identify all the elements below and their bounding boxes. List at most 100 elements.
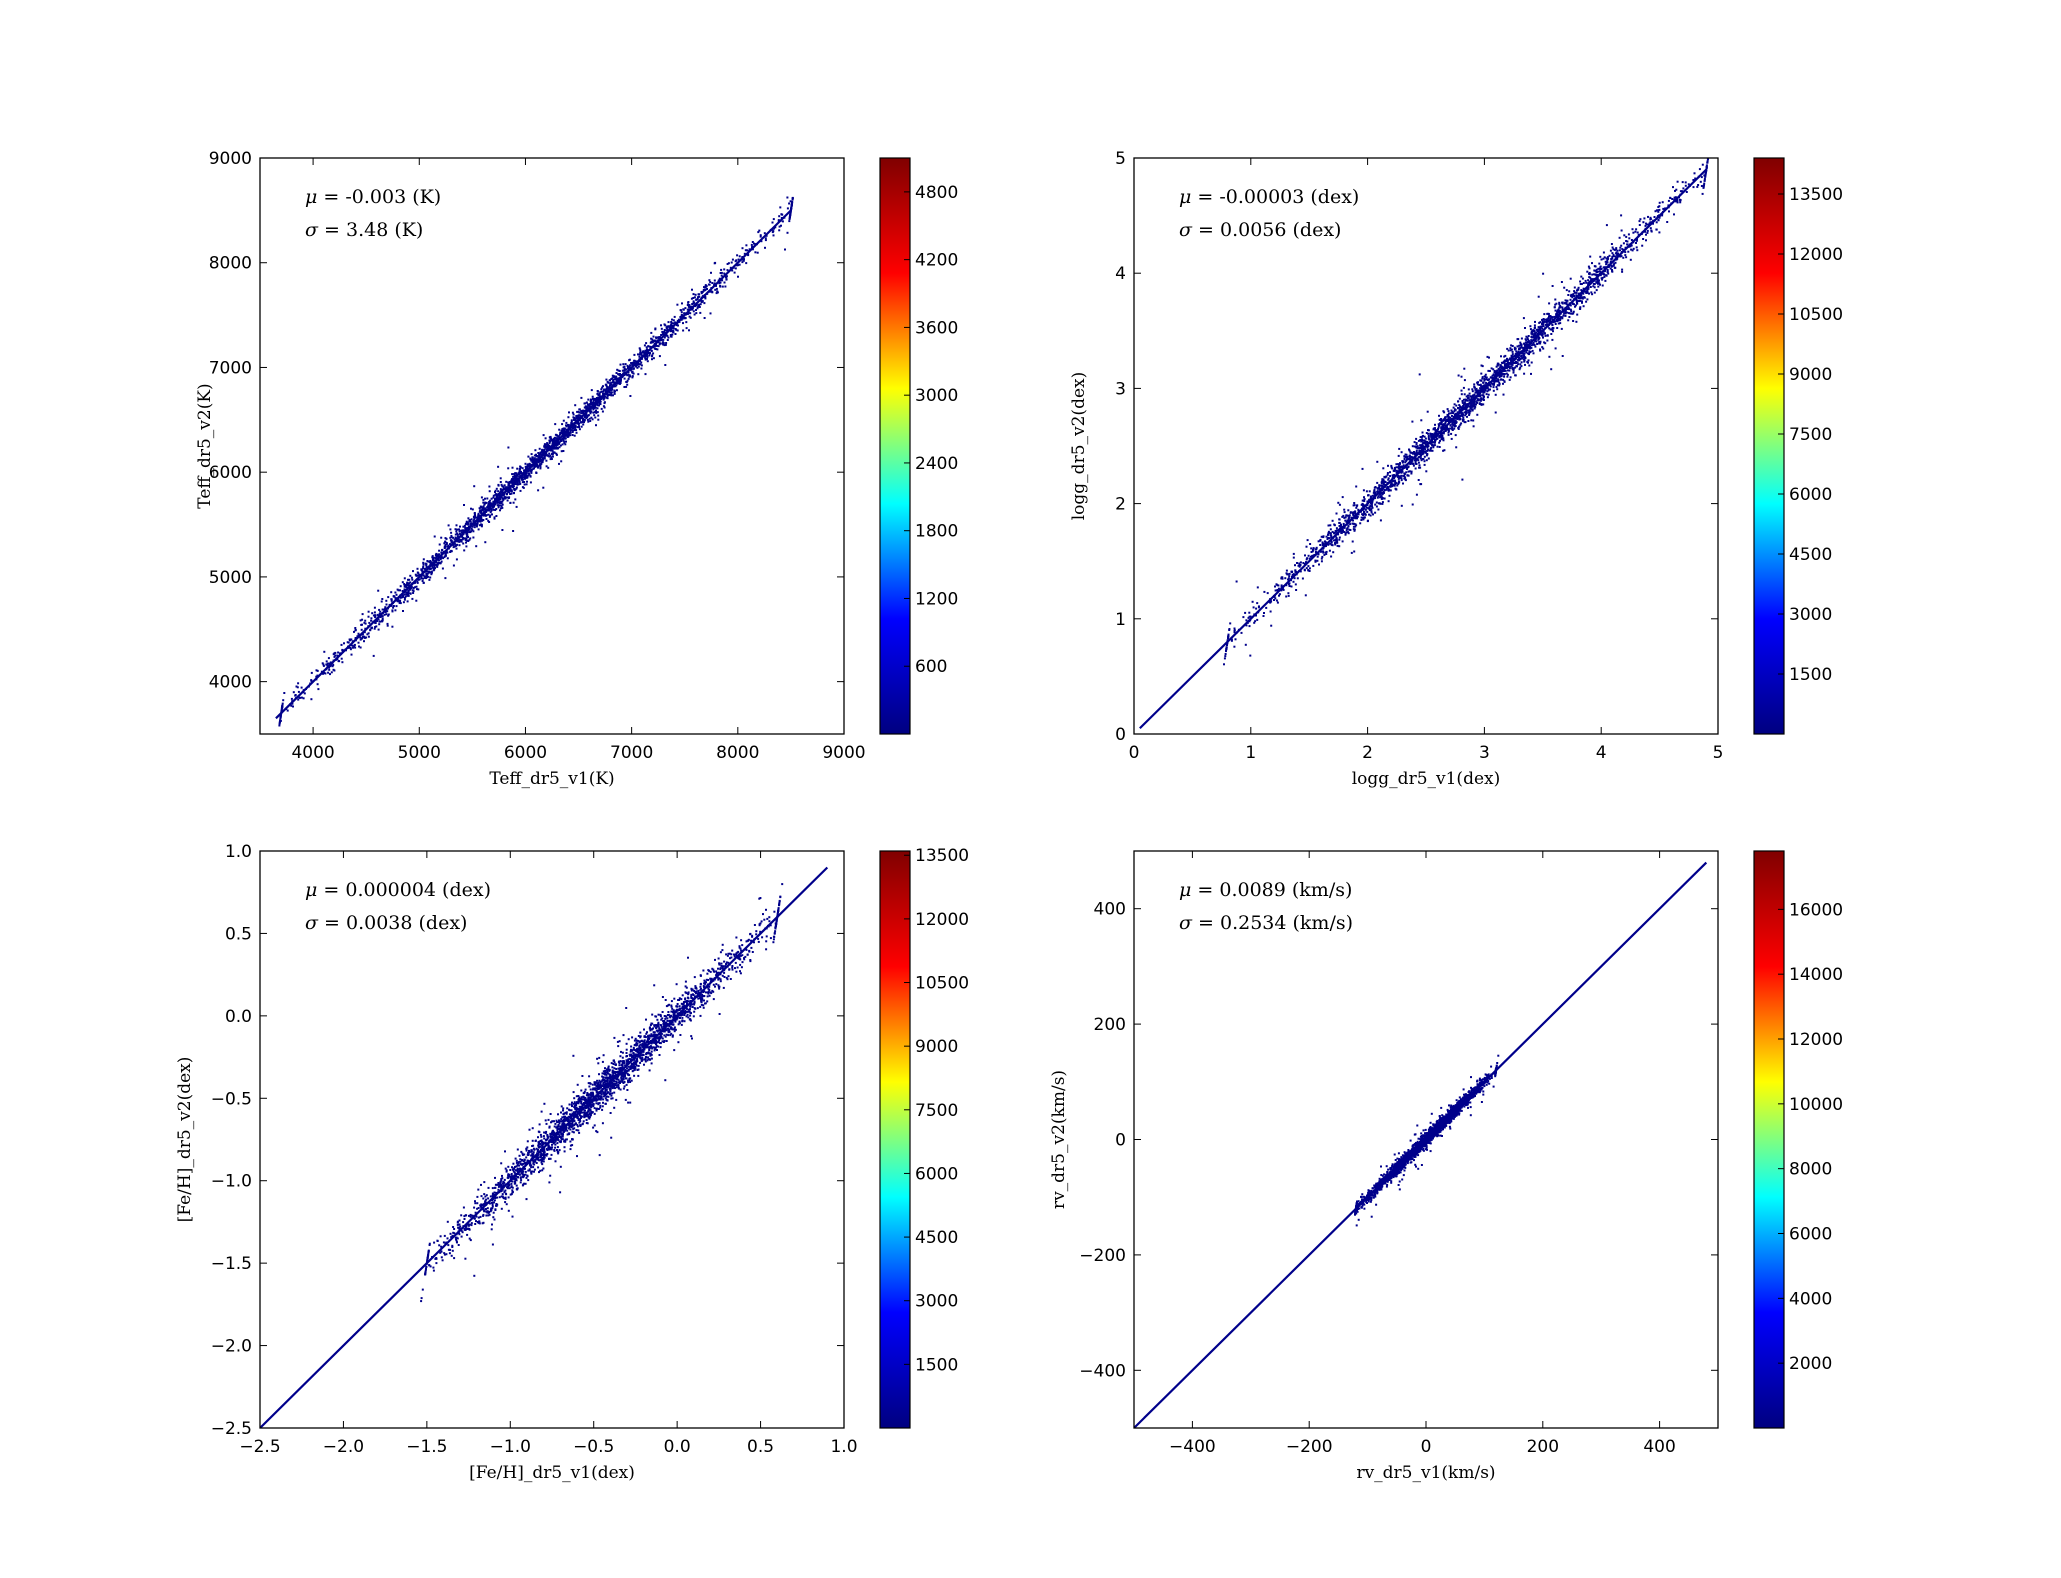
- one-to-one-line: [1139, 168, 1708, 730]
- x-tick-label: −2.5: [239, 1437, 280, 1457]
- x-tick-label: 7000: [610, 743, 653, 763]
- colorbar-tick-label: 13500: [1789, 185, 1843, 205]
- plot-area: [260, 866, 829, 1428]
- one-to-one-line: [260, 866, 829, 1428]
- x-axis-label: Teff_dr5_v1(K): [489, 769, 614, 789]
- x-tick-label: 1: [1245, 743, 1256, 763]
- x-tick-label: −200: [1286, 1437, 1333, 1457]
- scatter-points: [1354, 1054, 1500, 1227]
- colorbar-tick-label: 9000: [915, 1037, 958, 1057]
- x-tick-label: −2.0: [323, 1437, 364, 1457]
- colorbar-tick-label: 10500: [1789, 305, 1843, 325]
- plot-area: [1134, 861, 1708, 1428]
- y-tick-label: 1.0: [225, 842, 252, 862]
- x-tick-label: 5000: [398, 743, 441, 763]
- mean-annotation: μ = 0.000004 (dex): [305, 879, 491, 901]
- x-tick-label: 4: [1596, 743, 1607, 763]
- colorbar-tick-label: 7500: [1789, 425, 1832, 445]
- x-tick-label: −1.0: [490, 1437, 531, 1457]
- x-tick-label: −0.5: [573, 1437, 614, 1457]
- colorbar: 1500 3000 4500 6000 7500 9000 10500 12000 13500: [879, 846, 969, 1429]
- plot-area: [275, 196, 794, 727]
- y-tick-label: 5: [1115, 149, 1126, 169]
- x-tick-label: 200: [1527, 1437, 1559, 1457]
- x-tick-label: 2: [1362, 743, 1373, 763]
- scatter-panel-3: −2.5 −2.0 −1.5 −1.0 −0.5 0.0 0.5 1.0 −2.5 −2.0 −1.…: [175, 842, 969, 1483]
- colorbar-tick-label: 10500: [915, 974, 969, 994]
- colorbar-tick-label: 2400: [915, 454, 958, 474]
- x-tick-label: 0: [1129, 743, 1140, 763]
- sigma-annotation: σ = 3.48 (K): [305, 219, 423, 241]
- colorbar-tick-label: 4500: [915, 1228, 958, 1248]
- colorbar-tick-label: 3000: [915, 386, 958, 406]
- y-tick-label: −1.5: [211, 1254, 252, 1274]
- colorbar-tick-label: 1200: [915, 589, 958, 609]
- scatter-panel-2: 0 1 2 3 4 5 0 1 2 3 4 5 logg_dr5_v1(dex) logg_dr5_v2(…: [1069, 149, 1843, 789]
- x-axis-label: rv_dr5_v1(km/s): [1356, 1463, 1495, 1483]
- colorbar-tick-label: 4000: [1789, 1289, 1832, 1309]
- y-tick-label: 8000: [209, 254, 252, 274]
- axes-frame: [259, 850, 845, 1429]
- one-to-one-line: [1134, 861, 1708, 1428]
- colorbar-gradient: [879, 850, 911, 1429]
- colorbar-tick-label: 6000: [1789, 1225, 1832, 1245]
- y-axis-label: [Fe/H]_dr5_v2(dex): [175, 1057, 195, 1223]
- x-tick-label: 1.0: [830, 1437, 857, 1457]
- y-tick-label: 5000: [209, 568, 252, 588]
- x-tick-label: −400: [1169, 1437, 1216, 1457]
- colorbar-tick-label: 6000: [915, 1164, 958, 1184]
- scatter-panel-4: −400 −200 0 200 400 −400 −200 0 200 400 rv_dr5_v1(…: [1049, 850, 1843, 1483]
- axes-frame: [1133, 157, 1719, 735]
- colorbar-gradient: [1753, 157, 1785, 735]
- y-tick-label: −1.0: [211, 1172, 252, 1192]
- y-tick-label: 6000: [209, 463, 252, 483]
- axes-frame: [259, 157, 845, 735]
- scatter-panel-1: 4000 5000 6000 7000 8000 9000 4000 5000 6000 7000…: [195, 149, 958, 789]
- x-tick-label: 400: [1643, 1437, 1675, 1457]
- y-axis-label: rv_dr5_v2(km/s): [1049, 1070, 1069, 1209]
- y-tick-label: 200: [1094, 1015, 1126, 1035]
- colorbar-tick-label: 3000: [1789, 605, 1832, 625]
- colorbar: 600 1200 1800 2400 3000 3600 4200 4800: [879, 157, 958, 735]
- colorbar-tick-label: 12000: [915, 910, 969, 930]
- colorbar-tick-label: 12000: [1789, 1030, 1843, 1050]
- colorbar-tick-label: 7500: [915, 1101, 958, 1121]
- colorbar-tick-label: 1500: [915, 1355, 958, 1375]
- colorbar-gradient: [879, 157, 911, 735]
- colorbar-tick-label: 9000: [1789, 365, 1832, 385]
- colorbar-tick-label: 1800: [915, 522, 958, 542]
- colorbar-tick-label: 4200: [915, 251, 958, 271]
- mean-annotation: μ = -0.003 (K): [305, 186, 441, 208]
- y-tick-label: 3: [1115, 379, 1126, 399]
- sigma-annotation: σ = 0.2534 (km/s): [1179, 912, 1353, 934]
- colorbar-tick-label: 6000: [1789, 485, 1832, 505]
- x-axis-label: logg_dr5_v1(dex): [1352, 769, 1500, 789]
- x-tick-label: 0.0: [664, 1437, 691, 1457]
- y-axis-label: Teff_dr5_v2(K): [195, 383, 215, 508]
- sigma-annotation: σ = 0.0038 (dex): [305, 912, 467, 934]
- x-tick-label: 4000: [291, 743, 334, 763]
- colorbar-tick-label: 10000: [1789, 1095, 1843, 1115]
- x-tick-label: 8000: [716, 743, 759, 763]
- colorbar-tick-label: 600: [915, 657, 947, 677]
- colorbar-tick-label: 3000: [915, 1292, 958, 1312]
- x-axis-label: [Fe/H]_dr5_v1(dex): [469, 1463, 635, 1483]
- colorbar: 2000 4000 6000 8000 10000 12000 14000 16000: [1753, 850, 1843, 1429]
- colorbar-tick-label: 4500: [1789, 545, 1832, 565]
- y-tick-label: 0.5: [225, 924, 252, 944]
- y-tick-label: 0.0: [225, 1007, 252, 1027]
- y-tick-label: 0: [1115, 725, 1126, 745]
- y-tick-label: 7000: [209, 358, 252, 378]
- y-tick-label: −2.0: [211, 1337, 252, 1357]
- x-tick-label: 5: [1713, 743, 1724, 763]
- y-axis-label: logg_dr5_v2(dex): [1069, 372, 1089, 520]
- colorbar-tick-label: 12000: [1789, 245, 1843, 265]
- colorbar: 1500 3000 4500 6000 7500 9000 10500 12000 13500: [1753, 157, 1843, 735]
- sigma-annotation: σ = 0.0056 (dex): [1179, 219, 1341, 241]
- plot-area: [1139, 158, 1709, 730]
- colorbar-tick-label: 13500: [915, 846, 969, 866]
- y-tick-label: 0: [1115, 1131, 1126, 1151]
- y-tick-label: 9000: [209, 149, 252, 169]
- y-tick-label: −400: [1079, 1361, 1126, 1381]
